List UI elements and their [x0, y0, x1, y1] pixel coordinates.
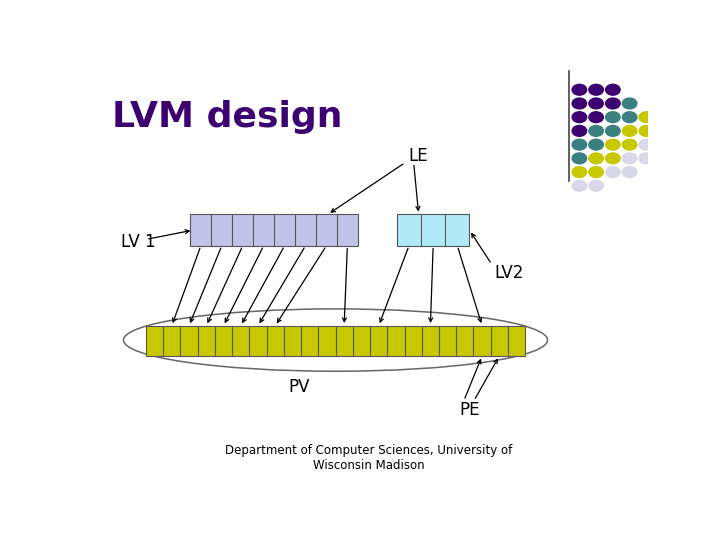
- Circle shape: [589, 98, 603, 109]
- Circle shape: [622, 167, 637, 178]
- Circle shape: [589, 167, 603, 178]
- Bar: [397, 214, 469, 246]
- Circle shape: [639, 125, 654, 136]
- Circle shape: [639, 153, 654, 164]
- Circle shape: [622, 125, 637, 136]
- Circle shape: [622, 153, 637, 164]
- Circle shape: [622, 98, 637, 109]
- Text: LE: LE: [408, 147, 428, 165]
- Circle shape: [572, 84, 587, 95]
- Bar: [145, 326, 526, 356]
- Circle shape: [572, 112, 587, 123]
- Text: LV2: LV2: [495, 264, 524, 282]
- Circle shape: [606, 125, 620, 136]
- Circle shape: [589, 139, 603, 150]
- Circle shape: [606, 153, 620, 164]
- Circle shape: [639, 139, 654, 150]
- Circle shape: [639, 112, 654, 123]
- Circle shape: [606, 84, 620, 95]
- Circle shape: [589, 180, 603, 191]
- Circle shape: [572, 167, 587, 178]
- Circle shape: [589, 84, 603, 95]
- Text: LV 1: LV 1: [121, 233, 156, 251]
- Circle shape: [622, 112, 637, 123]
- Circle shape: [606, 139, 620, 150]
- Circle shape: [572, 98, 587, 109]
- Circle shape: [606, 112, 620, 123]
- Circle shape: [606, 167, 620, 178]
- Circle shape: [589, 153, 603, 164]
- Circle shape: [589, 125, 603, 136]
- Circle shape: [572, 180, 587, 191]
- Text: PE: PE: [459, 401, 480, 419]
- Circle shape: [572, 125, 587, 136]
- Text: Department of Computer Sciences, University of
Wisconsin Madison: Department of Computer Sciences, Univers…: [225, 444, 513, 472]
- Circle shape: [572, 139, 587, 150]
- Text: LVM design: LVM design: [112, 100, 343, 134]
- Circle shape: [622, 139, 637, 150]
- Bar: [190, 214, 358, 246]
- Text: PV: PV: [289, 378, 310, 396]
- Circle shape: [572, 153, 587, 164]
- Circle shape: [589, 112, 603, 123]
- Circle shape: [606, 98, 620, 109]
